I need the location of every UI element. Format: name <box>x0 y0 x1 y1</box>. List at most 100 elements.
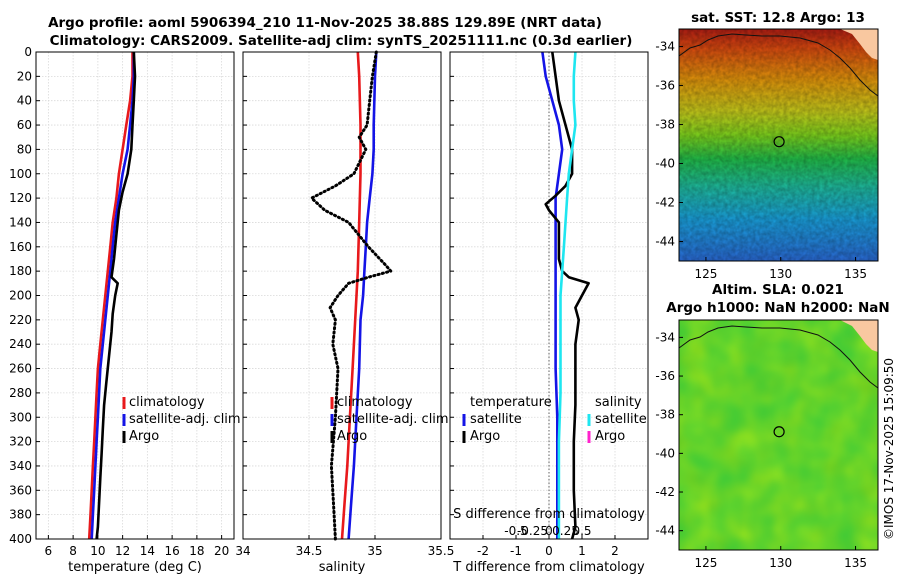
y-tick-label: 320 <box>9 435 32 449</box>
salinity-legend: climatology satellite-adj. clim Argo <box>330 395 449 444</box>
sst-map-title: sat. SST: 12.8 Argo: 13 <box>691 10 865 26</box>
s-tick-label: 0.25 <box>552 524 579 538</box>
temperature-legend: climatology satellite-adj. clim Argo <box>122 395 241 444</box>
series-line-argo <box>310 50 393 541</box>
x-tick-label: 0 <box>545 544 553 558</box>
y-tick-label: 140 <box>9 215 32 229</box>
y-tick-label: 0 <box>24 45 32 59</box>
series-line-satellite-adj-clim <box>90 52 136 540</box>
x-tick-label: 14 <box>140 544 155 558</box>
y-tick-label: 260 <box>9 362 32 376</box>
x-tick-label: 34 <box>235 544 250 558</box>
sla-argo-location-marker <box>773 426 785 438</box>
y-tick-label: 220 <box>9 313 32 327</box>
sst-texture <box>679 29 878 261</box>
map-y-tick-label: -38 <box>655 118 675 132</box>
y-tick-label: 80 <box>17 142 32 156</box>
map-y-tick-label: -36 <box>655 79 675 93</box>
y-tick-label: 300 <box>9 410 32 424</box>
x-tick-label: 10 <box>90 544 105 558</box>
map-y-tick-label: -40 <box>655 446 675 460</box>
legend-label-sal-argo: Argo <box>595 429 625 444</box>
sst-argo-location-marker <box>773 136 785 148</box>
y-tick-label: 40 <box>17 94 32 108</box>
y-tick-label: 20 <box>17 69 32 83</box>
x-tick-label: 34.5 <box>296 544 323 558</box>
x-tick-label: 1 <box>578 544 586 558</box>
legend-label-temp-argo: Argo <box>470 429 500 444</box>
s-tick-label: -0.5 <box>504 524 527 538</box>
x-tick-label: 12 <box>115 544 130 558</box>
map-x-tick-label: 130 <box>769 267 792 281</box>
y-tick-label: 200 <box>9 289 32 303</box>
map-y-tick-label: -44 <box>655 524 675 538</box>
x-tick-label: 18 <box>189 544 204 558</box>
map-y-tick-label: -36 <box>655 369 675 383</box>
series-line-salinity-satellite <box>557 51 577 539</box>
x-tick-label: 2 <box>611 544 619 558</box>
series-line-climatology <box>87 52 134 540</box>
temperature-xlabel: temperature (deg C) <box>68 560 202 575</box>
legend-label-argo: Argo <box>129 429 159 444</box>
x-tick-label: 6 <box>45 544 53 558</box>
map-y-tick-label: -34 <box>655 40 675 54</box>
y-tick-label: 240 <box>9 337 32 351</box>
y-tick-label: 100 <box>9 167 32 181</box>
series-line-satellite-adj-clim <box>347 51 378 540</box>
map-y-tick-label: -38 <box>655 408 675 422</box>
legend-label-climatology: climatology <box>337 395 413 410</box>
map-x-tick-label: 125 <box>694 556 717 570</box>
sst-contour-line <box>678 33 879 97</box>
y-tick-label: 60 <box>17 118 32 132</box>
x-tick-label: 16 <box>164 544 179 558</box>
y-tick-label: 400 <box>9 532 32 546</box>
t-difference-xlabel: T difference from climatology <box>452 560 645 575</box>
map-x-tick-label: 135 <box>844 267 867 281</box>
x-tick-label: 8 <box>69 544 77 558</box>
difference-legend: temperature satellite Argo salinity sate… <box>462 395 647 444</box>
legend-label-temp-satellite: satellite <box>470 412 522 427</box>
y-tick-label: 340 <box>9 459 32 473</box>
sla-land-region <box>840 320 878 352</box>
x-tick-label: -1 <box>510 544 522 558</box>
title-line-2: Climatology: CARS2009. Satellite-adj cli… <box>50 33 633 49</box>
map-y-tick-label: -40 <box>655 157 675 171</box>
sst-land-region <box>840 29 878 60</box>
s-tick-label: -0.25 <box>517 524 548 538</box>
x-tick-label: 35.5 <box>428 544 455 558</box>
sst-map-frame <box>678 28 879 262</box>
map-x-tick-label: 135 <box>844 556 867 570</box>
sla-map-subtitle: Argo h1000: NaN h2000: NaN <box>666 300 889 316</box>
y-tick-label: 280 <box>9 386 32 400</box>
map-y-tick-label: -34 <box>655 330 675 344</box>
x-tick-label: -2 <box>477 544 489 558</box>
s-tick-label: 0.5 <box>572 524 591 538</box>
y-tick-label: 360 <box>9 483 32 497</box>
series-line-temperature-satellite <box>541 51 564 539</box>
legend-label-sal-satellite: satellite <box>595 412 647 427</box>
map-y-tick-label: -42 <box>655 485 675 499</box>
sla-map-title: Altim. SLA: 0.021 <box>712 282 844 298</box>
y-tick-label: 380 <box>9 508 32 522</box>
y-tick-label: 160 <box>9 240 32 254</box>
map-x-tick-label: 130 <box>769 556 792 570</box>
imos-credit: ©IMOS 17-Nov-2025 15:09:50 <box>882 358 896 540</box>
map-y-tick-label: -42 <box>655 196 675 210</box>
series-line-argo <box>95 51 137 540</box>
y-tick-label: 120 <box>9 191 32 205</box>
legend-label-climatology: climatology <box>129 395 205 410</box>
temperature-panel: 0 20 40 60 80 100 120 140 160 180 200 220 240 260 280 3… <box>9 45 241 575</box>
sst-map: 125 130 135 -34 -36 -38 -40 -42 -44 <box>655 28 879 281</box>
s-difference-xlabel: S difference from climatology <box>453 507 645 522</box>
map-x-tick-label: 125 <box>694 267 717 281</box>
salinity-xlabel: salinity <box>319 560 366 575</box>
sla-texture <box>679 320 878 550</box>
legend-label-argo: Argo <box>337 429 367 444</box>
title-line-1: Argo profile: aoml 5906394_210 11-Nov-20… <box>48 15 602 31</box>
x-tick-label: 20 <box>214 544 229 558</box>
legend-title-salinity: salinity <box>595 395 642 410</box>
legend-label-satellite: satellite-adj. clim <box>129 412 241 427</box>
legend-title-temperature: temperature <box>470 395 552 410</box>
sla-contour-line <box>678 325 879 389</box>
y-tick-label: 180 <box>9 264 32 278</box>
